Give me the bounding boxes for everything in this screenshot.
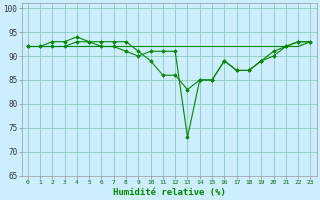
X-axis label: Humidité relative (%): Humidité relative (%) bbox=[113, 188, 226, 197]
